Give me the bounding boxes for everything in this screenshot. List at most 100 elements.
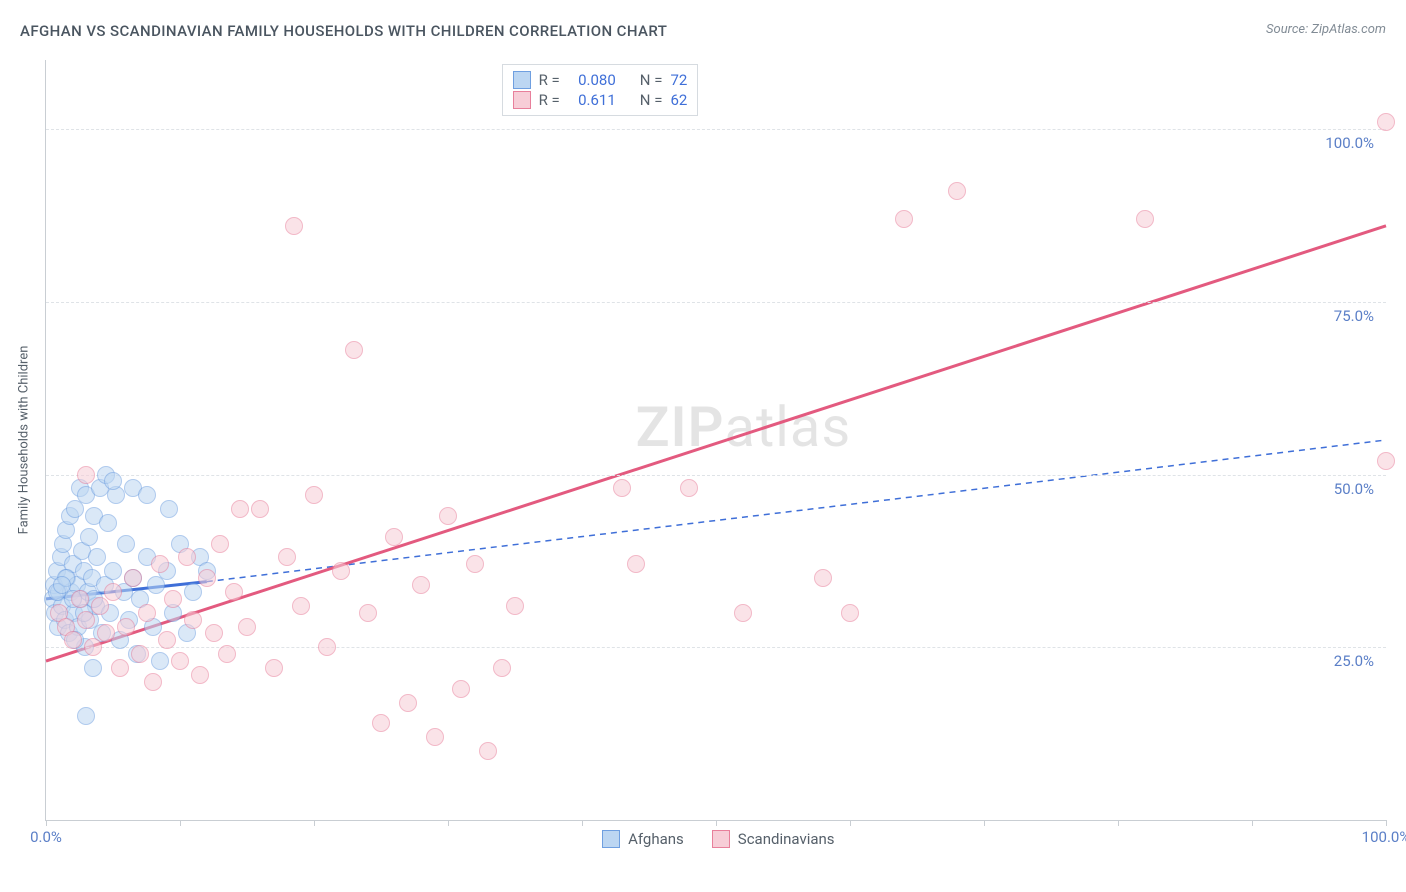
n-value: 72 <box>670 71 687 89</box>
series-legend-label: Scandinavians <box>738 830 835 848</box>
data-point <box>99 514 117 532</box>
data-point <box>506 597 524 615</box>
gridline <box>46 647 1386 648</box>
data-point <box>680 479 698 497</box>
data-point <box>318 638 336 656</box>
data-point <box>895 210 913 228</box>
data-point <box>466 555 484 573</box>
legend-swatch <box>712 830 730 848</box>
data-point <box>205 624 223 642</box>
data-point <box>359 604 377 622</box>
x-tick-mark <box>716 820 717 826</box>
data-point <box>124 569 142 587</box>
data-point <box>91 597 109 615</box>
gridline <box>46 302 1386 303</box>
data-point <box>178 548 196 566</box>
data-point <box>841 604 859 622</box>
data-point <box>948 182 966 200</box>
data-point <box>734 604 752 622</box>
data-point <box>285 217 303 235</box>
data-point <box>305 486 323 504</box>
data-point <box>77 611 95 629</box>
data-point <box>138 486 156 504</box>
data-point <box>53 576 71 594</box>
x-tick-mark <box>850 820 851 826</box>
data-point <box>452 680 470 698</box>
data-point <box>613 479 631 497</box>
data-point <box>131 645 149 663</box>
data-point <box>385 528 403 546</box>
data-point <box>211 535 229 553</box>
data-point <box>198 569 216 587</box>
data-point <box>439 507 457 525</box>
data-point <box>171 652 189 670</box>
data-point <box>104 472 122 490</box>
correlation-legend-row: R =0.611N =62 <box>513 91 688 109</box>
x-tick-mark <box>180 820 181 826</box>
data-point <box>265 659 283 677</box>
x-tick-mark <box>46 820 47 826</box>
data-point <box>138 604 156 622</box>
data-point <box>426 728 444 746</box>
data-point <box>104 583 122 601</box>
series-legend-item: Scandinavians <box>712 830 835 848</box>
data-point <box>151 555 169 573</box>
data-point <box>117 535 135 553</box>
r-value: 0.611 <box>568 91 616 109</box>
x-tick-label: 100.0% <box>1362 828 1406 846</box>
r-label: R = <box>539 91 560 109</box>
y-tick-label: 75.0% <box>1334 307 1374 325</box>
legend-swatch <box>513 71 531 89</box>
correlation-legend-row: R = 0.080 N = 72 <box>513 71 688 89</box>
data-point <box>117 618 135 636</box>
data-point <box>144 673 162 691</box>
data-point <box>84 638 102 656</box>
data-point <box>158 631 176 649</box>
data-point <box>345 341 363 359</box>
legend-swatch <box>513 91 531 109</box>
data-point <box>184 583 202 601</box>
data-point <box>64 631 82 649</box>
data-point <box>1377 452 1395 470</box>
x-tick-mark <box>448 820 449 826</box>
gridline <box>46 129 1386 130</box>
source-label: Source: ZipAtlas.com <box>1266 22 1386 37</box>
data-point <box>111 659 129 677</box>
x-tick-mark <box>314 820 315 826</box>
data-point <box>218 645 236 663</box>
data-point <box>104 562 122 580</box>
x-tick-mark <box>1252 820 1253 826</box>
r-value: 0.080 <box>568 71 616 89</box>
data-point <box>184 611 202 629</box>
data-point <box>160 500 178 518</box>
series-legend-item: Afghans <box>602 830 684 848</box>
y-tick-label: 25.0% <box>1334 652 1374 670</box>
n-label: N = <box>640 71 663 89</box>
data-point <box>479 742 497 760</box>
data-point <box>80 528 98 546</box>
data-point <box>627 555 645 573</box>
data-point <box>251 500 269 518</box>
r-label: R = <box>539 71 560 89</box>
data-point <box>88 548 106 566</box>
x-tick-mark <box>1386 820 1387 826</box>
data-point <box>278 548 296 566</box>
data-point <box>372 714 390 732</box>
data-point <box>71 590 89 608</box>
data-point <box>493 659 511 677</box>
data-point <box>225 583 243 601</box>
data-point <box>77 466 95 484</box>
data-point <box>1136 210 1154 228</box>
data-point <box>1377 113 1395 131</box>
data-point <box>231 500 249 518</box>
x-tick-mark <box>1118 820 1119 826</box>
data-point <box>332 562 350 580</box>
x-tick-mark <box>984 820 985 826</box>
legend-swatch <box>602 830 620 848</box>
y-tick-label: 100.0% <box>1325 134 1374 152</box>
gridline <box>46 475 1386 476</box>
data-point <box>97 624 115 642</box>
series-legend: Afghans Scandinavians <box>602 830 834 848</box>
data-point <box>84 659 102 677</box>
chart-title: AFGHAN VS SCANDINAVIAN FAMILY HOUSEHOLDS… <box>20 22 667 40</box>
